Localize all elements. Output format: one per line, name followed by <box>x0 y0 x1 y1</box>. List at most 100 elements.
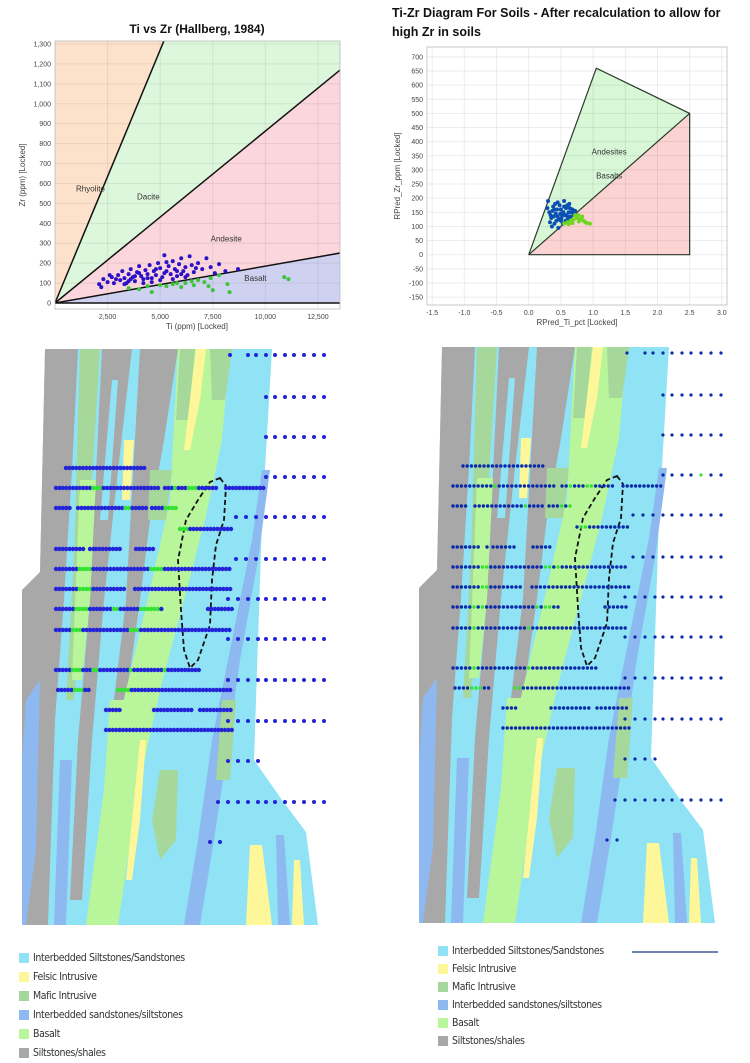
sample-dot-blue <box>511 504 515 508</box>
sample-dot-blue <box>322 637 326 641</box>
sample-dot-blue <box>497 605 501 609</box>
sample-dot-blue <box>199 727 204 733</box>
sample-dot-blue <box>212 727 217 733</box>
sample-dot-blue <box>518 484 522 488</box>
map-unit-polygon <box>497 378 515 518</box>
data-point-blue <box>553 211 558 216</box>
boundary-line <box>55 252 340 304</box>
sample-dot-blue <box>455 626 459 630</box>
sample-dot-blue <box>175 707 180 713</box>
sample-dot-blue <box>195 727 200 733</box>
sample-dot-blue <box>186 566 191 572</box>
sample-dot-green <box>70 627 76 633</box>
legend-swatch <box>438 946 448 956</box>
sample-dot-blue <box>459 484 464 488</box>
sample-dot-blue <box>522 565 527 569</box>
sample-dot-blue <box>162 566 167 572</box>
sample-dot-blue <box>159 606 164 612</box>
sample-dot-green <box>94 667 100 673</box>
sample-dot-blue <box>246 353 250 357</box>
sample-dot-blue <box>312 678 316 682</box>
sample-dot-blue <box>236 759 240 763</box>
sample-dot-blue <box>594 626 598 630</box>
sample-dot-blue <box>502 504 507 508</box>
sample-dot-blue <box>472 585 476 589</box>
sample-dot-blue <box>653 595 657 599</box>
data-point-blue <box>193 266 198 271</box>
y-tick-label: 200 <box>39 261 51 268</box>
data-point-blue <box>569 210 574 215</box>
sample-dot-blue <box>97 465 103 471</box>
sample-dot-blue <box>477 504 481 508</box>
sample-dot-blue <box>101 627 106 633</box>
sample-dot-blue <box>555 504 560 508</box>
sample-dot-blue <box>128 606 133 612</box>
sample-dot-blue <box>633 757 637 761</box>
sample-dot-blue <box>143 687 148 693</box>
sample-dot-blue <box>179 627 184 633</box>
sample-dot-blue <box>204 707 209 713</box>
sample-dot-green <box>186 485 191 491</box>
sample-dot-blue <box>613 525 617 529</box>
sample-dot-green <box>568 484 573 488</box>
sample-dot-blue <box>142 667 147 673</box>
sample-dot-blue <box>322 435 326 439</box>
sample-dot-blue <box>226 759 230 763</box>
sample-dot-blue <box>264 637 268 641</box>
plot-border <box>54 40 341 310</box>
sample-dot-blue <box>160 586 165 592</box>
sample-dot-blue <box>201 707 206 713</box>
sample-dot-blue <box>601 585 606 589</box>
data-point-blue <box>554 218 559 223</box>
sample-dot-blue <box>556 666 560 670</box>
sample-dot-blue <box>552 605 556 609</box>
sample-dot-blue <box>539 666 543 670</box>
sample-dot-blue <box>531 545 535 549</box>
data-point-blue <box>132 274 137 279</box>
sample-dot-blue <box>145 566 150 572</box>
sample-dot-blue <box>137 505 142 511</box>
sample-dot-blue <box>620 605 624 609</box>
sample-dot-blue <box>322 353 326 357</box>
sample-dot-blue <box>57 606 62 612</box>
sample-dot-blue <box>302 597 306 601</box>
sample-dot-green <box>170 505 175 511</box>
sample-dot-blue <box>625 525 630 529</box>
sample-dot-green <box>472 666 476 670</box>
data-point-blue <box>111 281 116 286</box>
sample-dot-blue <box>531 626 535 630</box>
sample-dot-blue <box>551 726 556 730</box>
sample-dot-blue <box>176 627 181 633</box>
ti-vs-zr-chart: Rhyolite Dacite Andesite Basalt 2,500 5,000 7,… <box>18 22 341 331</box>
sample-dot-blue <box>108 485 113 491</box>
data-point-green <box>126 286 131 291</box>
sample-dot-blue <box>273 515 277 519</box>
sample-dot-blue <box>138 465 143 471</box>
sample-dot-green <box>128 667 133 673</box>
sample-dot-blue <box>556 626 560 630</box>
sample-dot-blue <box>486 686 491 690</box>
sample-dot-blue <box>53 485 59 491</box>
sample-dot-blue <box>60 485 65 491</box>
sample-dot-blue <box>547 484 552 488</box>
data-point-blue <box>122 276 127 281</box>
sample-dot-blue <box>623 726 627 730</box>
sample-dot-blue <box>689 676 693 680</box>
sample-dot-blue <box>568 726 572 730</box>
data-point-green <box>183 281 188 286</box>
sample-dot-blue <box>108 465 113 471</box>
sample-dot-blue <box>709 595 713 599</box>
x-tick-label: 2.0 <box>653 310 663 317</box>
region-label: Rhyolite <box>76 184 105 193</box>
sample-dot-blue <box>166 566 171 572</box>
sample-dot-blue <box>162 485 168 491</box>
sample-dot-blue <box>577 626 581 630</box>
sample-dot-blue <box>689 635 693 639</box>
sample-dot-blue <box>256 800 260 804</box>
sample-dot-blue <box>170 586 175 592</box>
sample-dot-blue <box>83 687 88 693</box>
sample-dot-blue <box>226 597 230 601</box>
sample-dot-blue <box>251 485 256 491</box>
sample-dot-blue <box>654 484 659 488</box>
sample-dot-blue <box>563 585 568 589</box>
